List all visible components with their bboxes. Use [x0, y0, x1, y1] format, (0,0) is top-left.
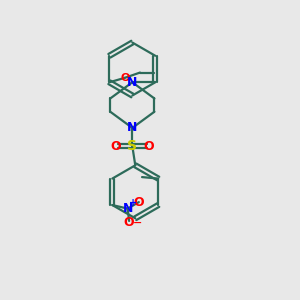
Text: N: N	[127, 122, 137, 134]
Text: O: O	[120, 73, 129, 83]
Text: O: O	[143, 140, 154, 153]
Text: N: N	[122, 202, 133, 215]
Text: O: O	[134, 196, 144, 208]
Text: S: S	[127, 139, 137, 153]
Text: +: +	[130, 198, 138, 208]
Text: N: N	[127, 76, 137, 89]
Text: O: O	[124, 216, 134, 229]
Text: O: O	[111, 140, 122, 153]
Text: −: −	[133, 218, 142, 227]
